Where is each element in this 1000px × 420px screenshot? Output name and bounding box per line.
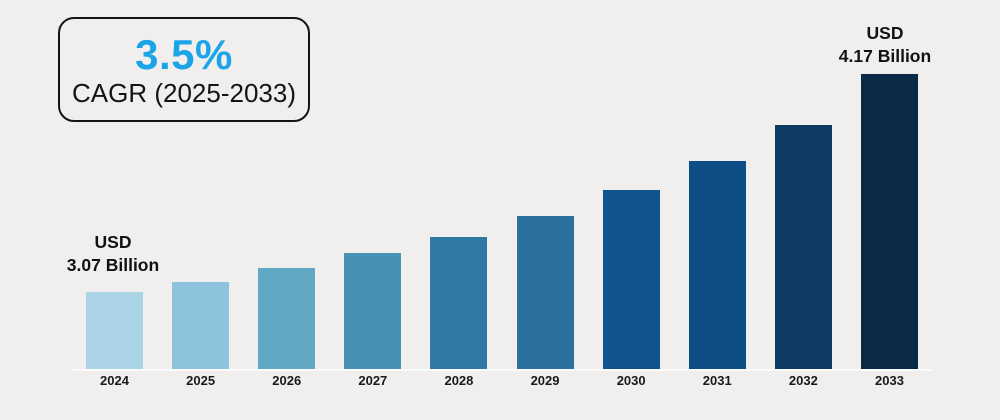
bar-group: 2024 2025 2026 2027 2028 2029 2030 2031 2032 2033 xyxy=(86,74,918,388)
axis-label-2028: 2028 xyxy=(444,373,474,388)
bar-2027 xyxy=(344,253,402,369)
axis-label-2033: 2033 xyxy=(875,373,904,388)
bar-column-2033: 2033 xyxy=(860,74,918,388)
bar-column-2026: 2026 xyxy=(258,268,316,388)
bar-2024 xyxy=(86,292,143,369)
bar-2032 xyxy=(774,125,832,369)
bar-column-2032: 2032 xyxy=(774,125,832,388)
baseline-axis-line xyxy=(72,369,932,371)
axis-label-2032: 2032 xyxy=(788,373,818,388)
end-value-amount: 4.17 Billion xyxy=(838,46,932,66)
bar-column-2030: 2030 xyxy=(602,190,660,388)
axis-label-2029: 2029 xyxy=(530,373,560,388)
bar-column-2025: 2025 xyxy=(172,282,230,388)
bar-2031 xyxy=(688,161,746,369)
bar-2026 xyxy=(258,268,316,369)
bar-column-2027: 2027 xyxy=(344,253,402,388)
cagr-value: 3.5% xyxy=(135,30,233,78)
cagr-box: 3.5% CAGR (2025-2033) xyxy=(58,17,310,122)
axis-label-2025: 2025 xyxy=(186,373,216,388)
start-value-amount: 3.07 Billion xyxy=(66,255,160,275)
axis-label-2030: 2030 xyxy=(616,373,646,388)
axis-label-2027: 2027 xyxy=(358,373,388,388)
axis-label-2031: 2031 xyxy=(702,373,732,388)
start-value-currency: USD xyxy=(94,232,132,252)
axis-label-2026: 2026 xyxy=(272,373,302,388)
bar-2029 xyxy=(516,216,574,369)
bar-2033 xyxy=(860,74,918,369)
end-value-label: USD 4.17 Billion xyxy=(800,22,970,68)
bar-column-2024: 2024 xyxy=(86,292,143,388)
bar-column-2028: 2028 xyxy=(430,237,488,388)
bar-2025 xyxy=(172,282,230,369)
cagr-label: CAGR (2025-2033) xyxy=(72,77,296,108)
bar-column-2029: 2029 xyxy=(516,216,574,388)
start-value-label: USD 3.07 Billion xyxy=(28,231,198,277)
end-value-currency: USD xyxy=(866,23,904,43)
bar-column-2031: 2031 xyxy=(688,161,746,388)
bar-2028 xyxy=(430,237,488,369)
bar-2030 xyxy=(602,190,660,369)
axis-label-2024: 2024 xyxy=(100,373,129,388)
